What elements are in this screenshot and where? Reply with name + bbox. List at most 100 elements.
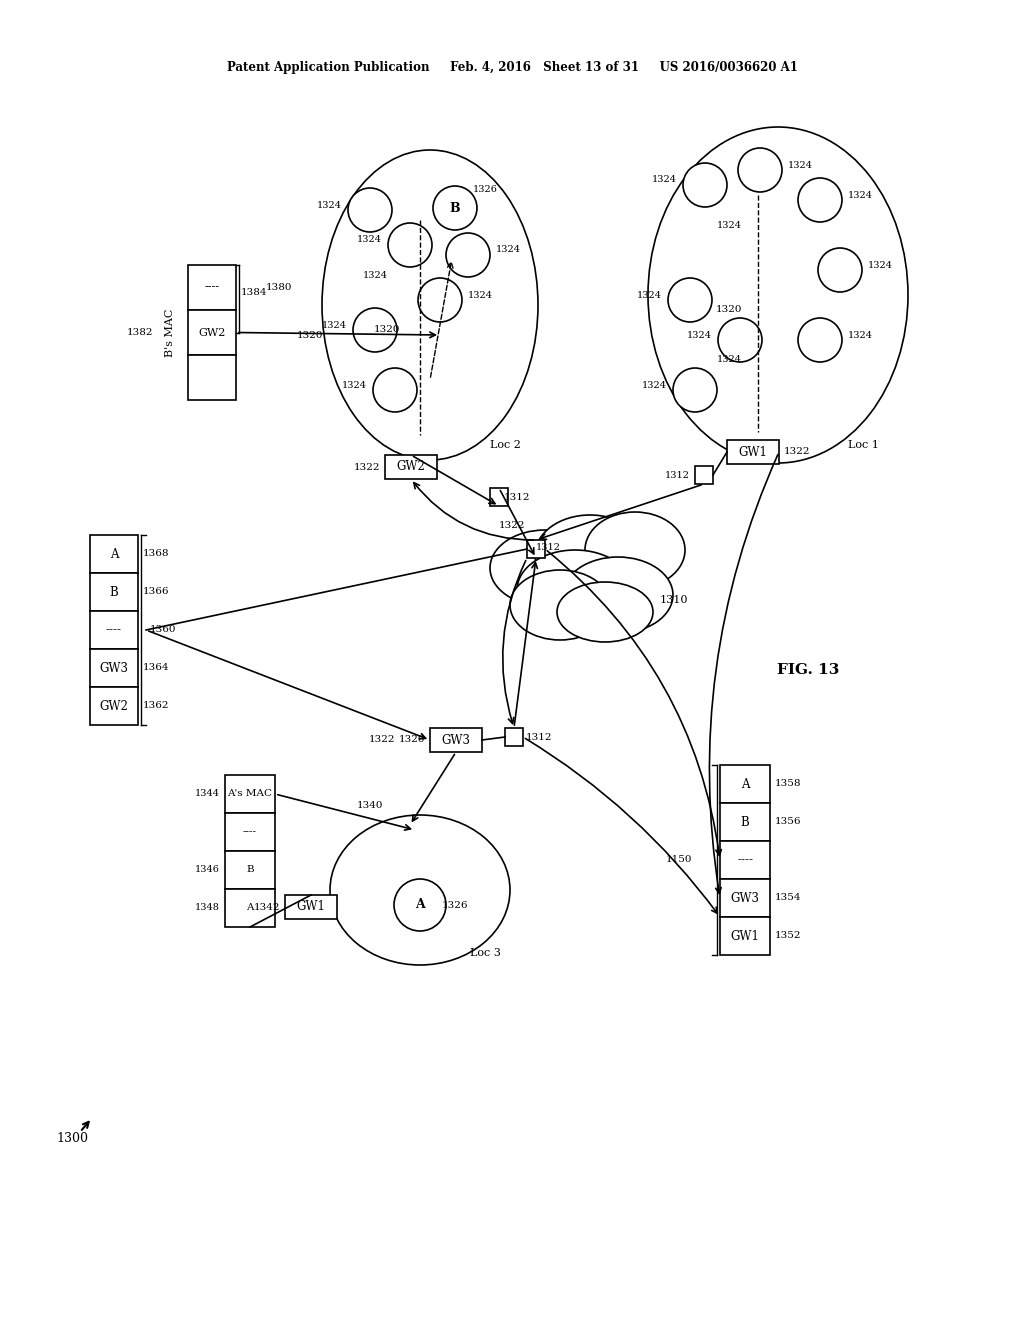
Circle shape [353, 308, 397, 352]
Text: ----: ---- [205, 282, 219, 293]
Text: 1324: 1324 [652, 176, 677, 185]
Circle shape [738, 148, 782, 191]
Bar [90, 573, 138, 611]
Text: B: B [246, 866, 254, 874]
Text: GW1: GW1 [297, 900, 326, 913]
Bar [90, 686, 138, 725]
Bar [720, 803, 770, 841]
Text: GW2: GW2 [99, 700, 128, 713]
Bar [490, 488, 508, 506]
Text: 1344: 1344 [195, 789, 220, 799]
Circle shape [673, 368, 717, 412]
Text: 1312: 1312 [526, 733, 553, 742]
Text: 1322: 1322 [353, 462, 380, 471]
Text: 1360: 1360 [150, 626, 176, 635]
Text: 1324: 1324 [868, 260, 893, 269]
Text: GW2: GW2 [396, 461, 425, 474]
Text: 1320: 1320 [716, 305, 742, 314]
Text: A: A [415, 899, 425, 912]
Text: 1364: 1364 [143, 664, 170, 672]
Text: 1320: 1320 [374, 326, 400, 334]
Text: B: B [110, 586, 119, 598]
Ellipse shape [510, 570, 610, 640]
Text: 1324: 1324 [342, 380, 367, 389]
Circle shape [348, 187, 392, 232]
Bar [720, 879, 770, 917]
Text: 1322: 1322 [784, 447, 811, 457]
Text: 1324: 1324 [468, 290, 493, 300]
Text: 1300: 1300 [56, 1131, 88, 1144]
Text: Loc 1: Loc 1 [848, 440, 879, 450]
Text: 1368: 1368 [143, 549, 170, 558]
Text: GW3: GW3 [99, 661, 128, 675]
Text: ----: ---- [737, 854, 753, 866]
Text: 1320: 1320 [398, 735, 425, 744]
Text: 1324: 1324 [642, 380, 667, 389]
Text: GW3: GW3 [441, 734, 470, 747]
Text: 1312: 1312 [536, 543, 561, 552]
Text: 1324: 1324 [496, 246, 521, 255]
Bar [527, 540, 545, 558]
Text: 1348: 1348 [196, 903, 220, 912]
Text: 1324: 1324 [637, 290, 662, 300]
Ellipse shape [330, 814, 510, 965]
Bar [188, 265, 236, 310]
Bar [727, 440, 779, 465]
Circle shape [388, 223, 432, 267]
Text: GW1: GW1 [730, 929, 760, 942]
Text: 1326: 1326 [472, 186, 498, 194]
Text: 1358: 1358 [775, 780, 802, 788]
Circle shape [668, 279, 712, 322]
Text: GW1: GW1 [738, 446, 767, 458]
Bar [720, 917, 770, 954]
Text: 1366: 1366 [143, 587, 170, 597]
Text: 1324: 1324 [317, 201, 342, 210]
Text: 1324: 1324 [848, 190, 873, 199]
Text: 1382: 1382 [127, 327, 153, 337]
Ellipse shape [535, 515, 645, 595]
Ellipse shape [563, 557, 673, 634]
Text: B's MAC: B's MAC [165, 309, 175, 356]
Circle shape [683, 162, 727, 207]
Circle shape [798, 178, 842, 222]
Text: 1312: 1312 [504, 492, 530, 502]
Ellipse shape [490, 531, 600, 606]
Circle shape [373, 368, 417, 412]
Text: 1354: 1354 [775, 894, 802, 903]
Bar [695, 466, 713, 484]
Text: 1324: 1324 [717, 220, 742, 230]
Bar [720, 841, 770, 879]
Bar [188, 355, 236, 400]
Text: 1324: 1324 [362, 271, 388, 280]
Text: 1324: 1324 [357, 235, 382, 244]
Ellipse shape [648, 127, 908, 463]
Ellipse shape [557, 582, 653, 642]
Circle shape [818, 248, 862, 292]
Text: B: B [450, 202, 461, 214]
Text: 1362: 1362 [143, 701, 170, 710]
Circle shape [418, 279, 462, 322]
Text: B: B [740, 816, 750, 829]
Text: ----: ---- [106, 623, 122, 636]
Bar [188, 310, 236, 355]
Text: 1312: 1312 [665, 470, 690, 479]
Text: 1324: 1324 [717, 355, 742, 364]
Bar [90, 649, 138, 686]
Text: 1356: 1356 [775, 817, 802, 826]
Text: 1310: 1310 [660, 595, 688, 605]
Bar [505, 729, 523, 746]
Bar [90, 611, 138, 649]
Text: GW3: GW3 [730, 891, 760, 904]
Bar [225, 775, 275, 813]
Bar [225, 813, 275, 851]
Text: 1380: 1380 [266, 282, 293, 292]
Circle shape [798, 318, 842, 362]
Text: 1326: 1326 [441, 900, 468, 909]
Bar [430, 729, 482, 752]
Text: Loc 2: Loc 2 [489, 440, 520, 450]
Bar [225, 888, 275, 927]
Text: FIG. 13: FIG. 13 [777, 663, 840, 677]
Text: A's MAC: A's MAC [227, 789, 272, 799]
Text: ----: ---- [243, 828, 257, 837]
Text: 1324: 1324 [788, 161, 813, 169]
